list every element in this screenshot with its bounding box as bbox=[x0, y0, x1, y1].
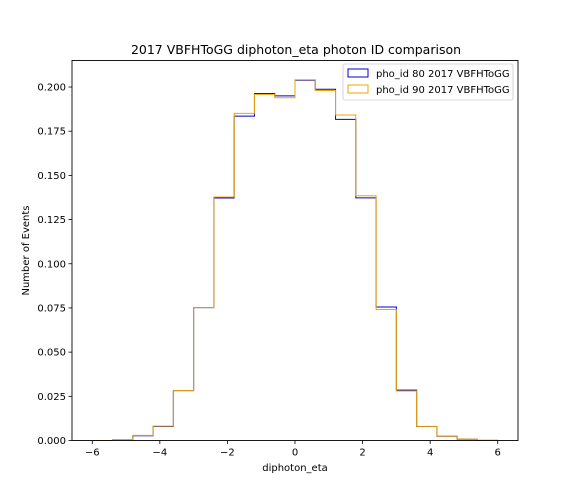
legend: pho_id 80 2017 VBFHToGG pho_id 90 2017 VB… bbox=[342, 63, 514, 101]
y-tick-label: 0.025 bbox=[37, 392, 66, 403]
y-tick-label: 0.000 bbox=[37, 436, 66, 447]
y-tick-label: 0.175 bbox=[37, 127, 66, 138]
series-line-2 bbox=[92, 79, 499, 441]
chart-title: 2017 VBFHToGG diphoton_eta photon ID com… bbox=[131, 42, 461, 57]
legend-label-2: pho_id 90 2017 VBFHToGG bbox=[376, 85, 510, 96]
y-tick-label: 0.200 bbox=[37, 83, 66, 94]
y-tick-label: 0.150 bbox=[37, 171, 66, 182]
legend-box bbox=[342, 63, 514, 101]
legend-entries: pho_id 80 2017 VBFHToGG pho_id 90 2017 VB… bbox=[347, 68, 510, 96]
y-axis-label: Number of Events bbox=[21, 205, 32, 295]
x-tick-label: 4 bbox=[427, 448, 433, 459]
legend-label-1: pho_id 80 2017 VBFHToGG bbox=[376, 69, 510, 80]
x-tick-label: −6 bbox=[85, 448, 100, 459]
y-tick-label: 0.100 bbox=[37, 259, 66, 270]
legend-swatch-1 bbox=[347, 68, 369, 78]
series-layer bbox=[92, 79, 499, 441]
x-axis-ticks: −6 −4 −2 0 2 4 6 bbox=[85, 440, 501, 459]
y-axis-ticks: 0.000 0.025 0.050 0.075 0.100 0.125 0.150 0.175… bbox=[37, 83, 72, 447]
x-tick-label: 2 bbox=[359, 448, 365, 459]
x-tick-label: 6 bbox=[495, 448, 501, 459]
legend-swatch-2 bbox=[347, 84, 369, 94]
x-tick-label: 0 bbox=[292, 448, 298, 459]
y-tick-label: 0.050 bbox=[37, 348, 66, 359]
plot-area: −6 −4 −2 0 2 4 6 0.000 0.025 0.050 0.075 0.100 0.12… bbox=[37, 60, 519, 459]
x-tick-label: −4 bbox=[152, 448, 167, 459]
y-tick-label: 0.075 bbox=[37, 303, 66, 314]
y-tick-label: 0.125 bbox=[37, 215, 66, 226]
x-axis-label: diphoton_eta bbox=[262, 463, 328, 474]
x-tick-label: −2 bbox=[220, 448, 235, 459]
